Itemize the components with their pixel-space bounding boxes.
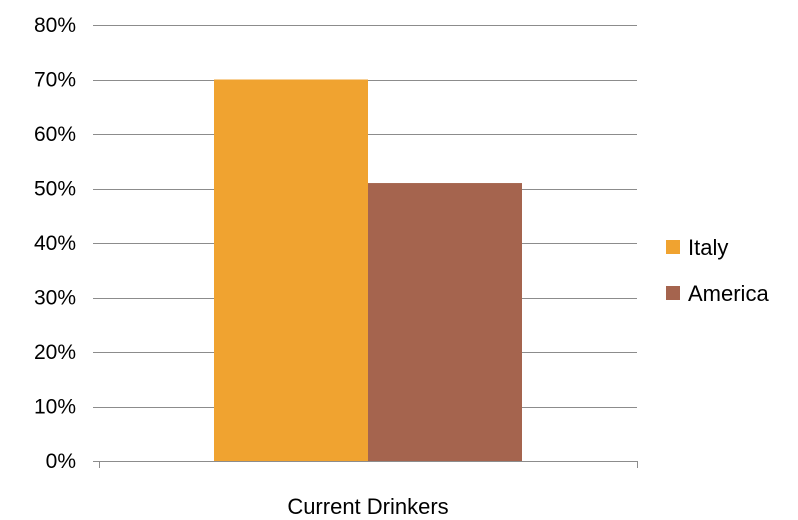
- y-tick-label: 10%: [34, 396, 76, 419]
- x-axis: [93, 461, 638, 468]
- y-tick-label: 40%: [34, 232, 76, 255]
- y-axis-tick-labels: 0% 10% 20% 30% 40% 50% 60% 70% 80%: [34, 14, 76, 473]
- legend: Italy America: [666, 235, 769, 306]
- y-tick-label: 50%: [34, 178, 76, 201]
- x-category-label: Current Drinkers: [287, 494, 448, 519]
- bars: [214, 79, 522, 462]
- x-axis-category-labels: Current Drinkers: [287, 494, 448, 519]
- y-tick-label: 60%: [34, 123, 76, 146]
- legend-label-america: America: [688, 281, 769, 306]
- legend-swatch-italy: [666, 240, 680, 254]
- y-tick-label: 20%: [34, 341, 76, 364]
- y-tick-label: 80%: [34, 14, 76, 37]
- bar-america-0: [368, 183, 522, 462]
- y-tick-label: 70%: [34, 69, 76, 92]
- legend-label-italy: Italy: [688, 235, 728, 260]
- y-tick-label: 0%: [46, 450, 76, 473]
- bar-italy-0: [214, 79, 368, 461]
- y-tick-label: 30%: [34, 287, 76, 310]
- legend-swatch-america: [666, 286, 680, 300]
